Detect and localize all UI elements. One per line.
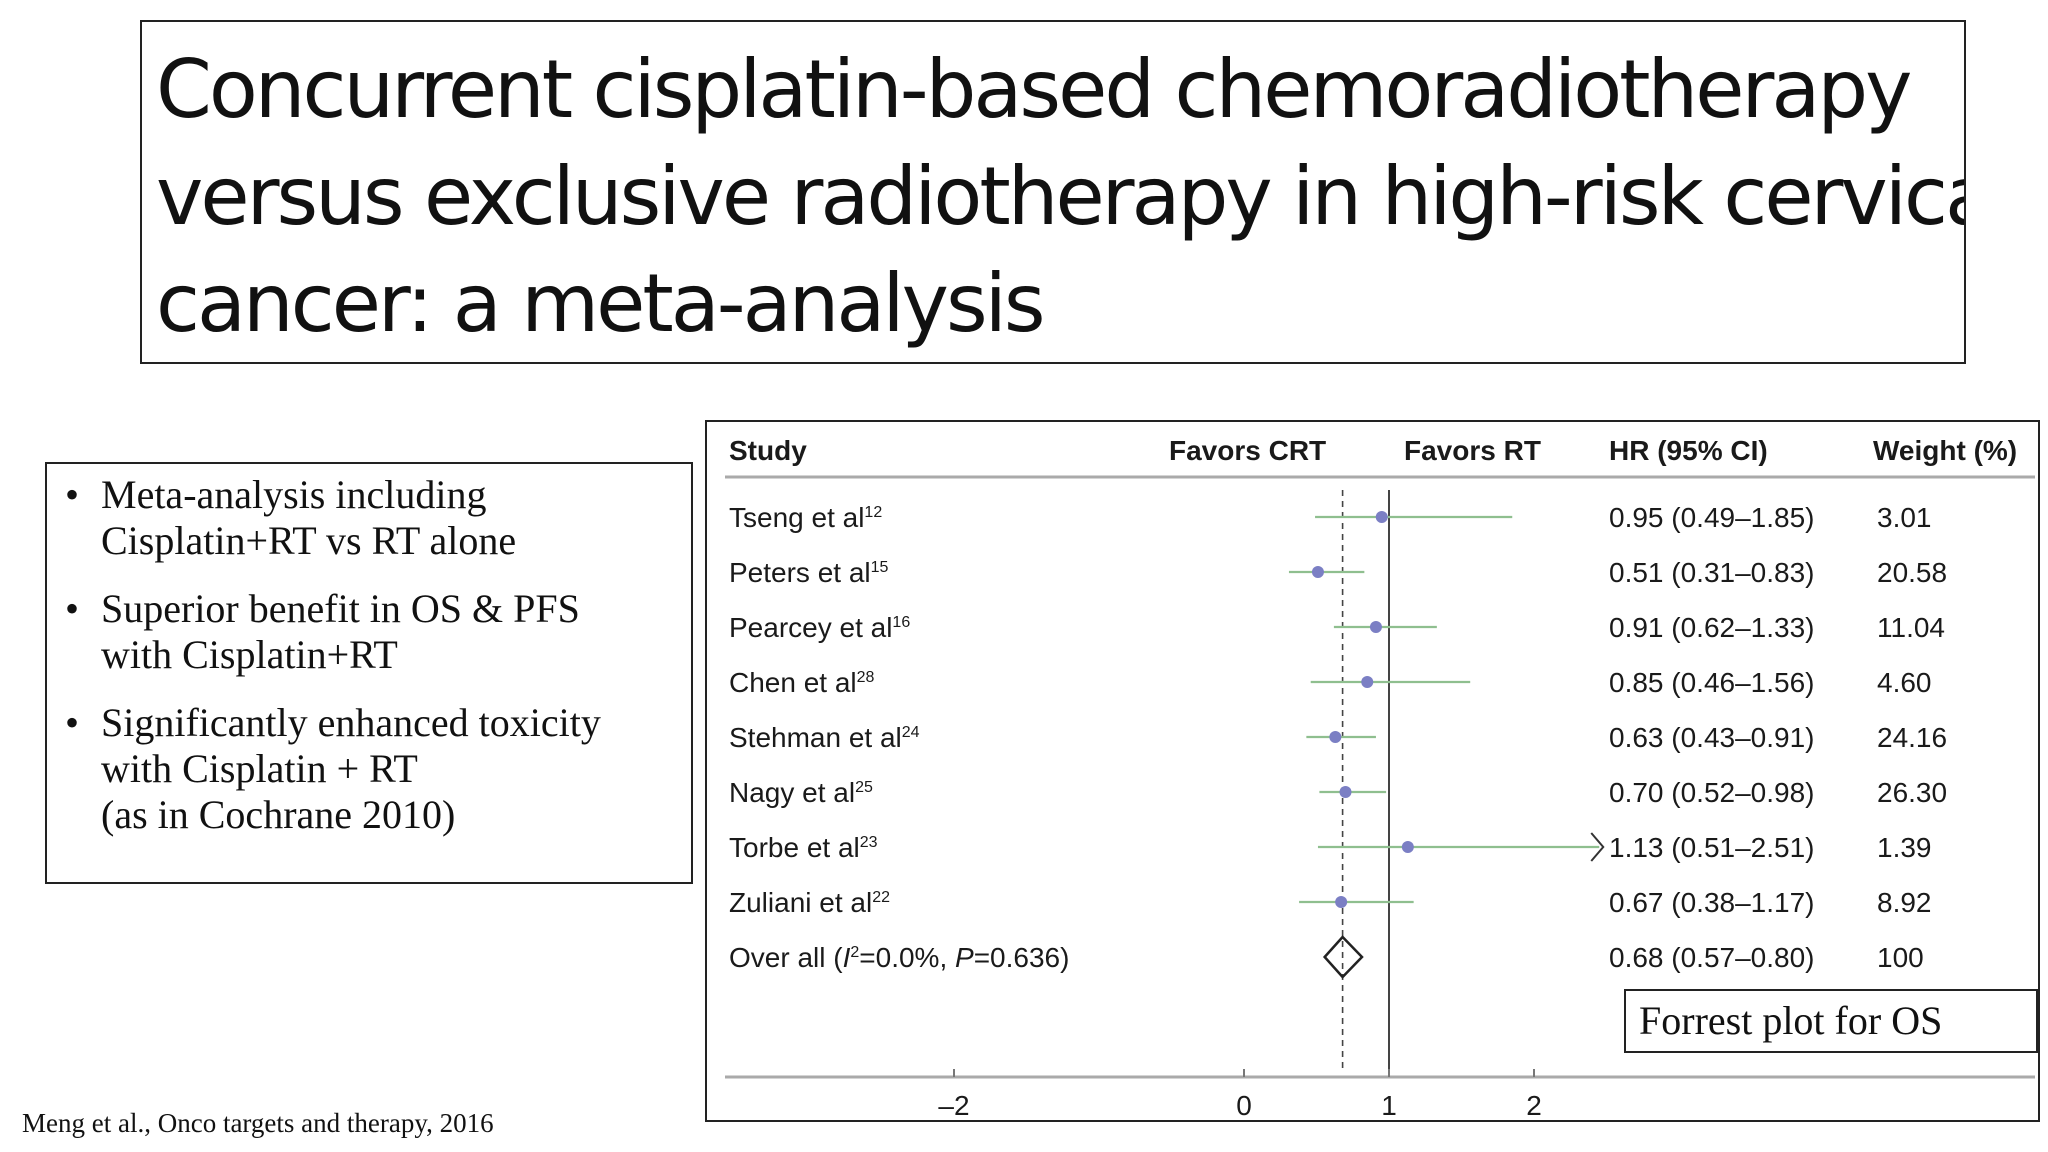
bullet-3-line-1: Significantly enhanced toxicity [101, 700, 601, 745]
overall-p-value: =0.636) [974, 942, 1070, 973]
x-tick-label: 0 [1236, 1090, 1252, 1121]
bullet-box: Meta-analysis including Cisplatin+RT vs … [45, 462, 693, 884]
title-line-3: cancer: a meta-analysis [156, 257, 1046, 350]
hr-value: 0.70 (0.52–0.98) [1609, 777, 1815, 808]
annotation-box [1624, 989, 2038, 1053]
overall-i-superscript: 2 [850, 944, 859, 961]
hr-value: 0.95 (0.49–1.85) [1609, 502, 1815, 533]
overall-hr-value: 0.68 (0.57–0.80) [1609, 942, 1815, 973]
hr-value: 0.67 (0.38–1.17) [1609, 887, 1815, 918]
overall-label: Over all (I2=0.0%, P=0.636) [729, 942, 1069, 973]
point-estimate [1369, 621, 1382, 633]
study-label: Nagy et al25 [729, 777, 873, 808]
bullet-item-1: Meta-analysis including Cisplatin+RT vs … [61, 472, 681, 564]
bullet-2-line-1: Superior benefit in OS & PFS [101, 586, 580, 631]
overall-diamond [1322, 935, 1364, 979]
study-ref-superscript: 23 [860, 834, 878, 851]
study-ref-superscript: 22 [872, 889, 890, 906]
overall-i-symbol: I [843, 942, 851, 973]
study-label: Zuliani et al22 [729, 887, 890, 918]
hr-value: 0.85 (0.46–1.56) [1609, 667, 1815, 698]
citation: Meng et al., Onco targets and therapy, 2… [22, 1108, 494, 1138]
study-ref-superscript: 25 [855, 779, 873, 796]
point-estimate [1329, 731, 1342, 743]
weight-value: 11.04 [1877, 612, 1945, 643]
bullet-item-3: Significantly enhanced toxicity with Cis… [61, 700, 681, 838]
study-ref-superscript: 12 [864, 504, 882, 521]
point-estimate [1401, 841, 1414, 853]
overall-i-value: =0.0%, [859, 942, 955, 973]
title-line-2: versus exclusive radiotherapy in high-ri… [156, 150, 1966, 243]
annotation-label: Forrest plot for OS [1639, 998, 1942, 1043]
weight-value: 4.60 [1877, 667, 1932, 698]
hr-value: 0.51 (0.31–0.83) [1609, 557, 1815, 588]
weight-value: 8.92 [1877, 887, 1932, 918]
study-label: Stehman et al24 [729, 722, 920, 753]
study-label: Chen et al28 [729, 667, 875, 698]
study-ref-superscript: 15 [871, 559, 889, 576]
point-estimate [1361, 676, 1374, 688]
header-favors-crt: Favors CRT [1169, 435, 1326, 466]
weight-value: 24.16 [1877, 722, 1947, 753]
bullet-list: Meta-analysis including Cisplatin+RT vs … [61, 472, 681, 838]
header-favors-rt: Favors RT [1404, 435, 1541, 466]
study-label: Peters et al15 [729, 557, 889, 588]
study-label: Pearcey et al16 [729, 612, 910, 643]
point-estimate [1335, 896, 1348, 908]
bullet-1-line-2: Cisplatin+RT vs RT alone [101, 518, 517, 563]
bullet-3-line-2: with Cisplatin + RT [101, 746, 418, 791]
overall-weight-value: 100 [1877, 942, 1924, 973]
overall-p-symbol: P [955, 942, 974, 973]
x-tick-label: –2 [938, 1090, 969, 1121]
header-study: Study [729, 435, 807, 466]
ci-arrow-icon [1590, 832, 1605, 862]
point-estimate [1375, 511, 1388, 523]
forest-plot: Study Favors CRT Favors RT HR (95% CI) Weigh… [725, 435, 2038, 1121]
hr-value: 1.13 (0.51–2.51) [1609, 832, 1815, 863]
weight-value: 26.30 [1877, 777, 1947, 808]
bullet-2-line-2: with Cisplatin+RT [101, 632, 398, 677]
point-estimate [1339, 786, 1352, 798]
study-label: Tseng et al12 [729, 502, 882, 533]
bullet-1-line-1: Meta-analysis including [101, 472, 487, 517]
header-hr: HR (95% CI) [1609, 435, 1768, 466]
bullet-3-line-3: (as in Cochrane 2010) [101, 792, 456, 837]
study-ref-superscript: 28 [857, 669, 875, 686]
weight-value: 20.58 [1877, 557, 1947, 588]
x-tick-label: 1 [1381, 1090, 1397, 1121]
study-ref-superscript: 16 [892, 614, 910, 631]
title-line-1: Concurrent cisplatin-based chemoradiothe… [156, 43, 1913, 136]
title-box: Concurrent cisplatin-based chemoradiothe… [140, 20, 1966, 364]
x-tick-label: 2 [1526, 1090, 1542, 1121]
bullet-item-2: Superior benefit in OS & PFS with Cispla… [61, 586, 681, 678]
weight-value: 3.01 [1877, 502, 1932, 533]
forest-plot-panel: Study Favors CRT Favors RT HR (95% CI) Weigh… [705, 420, 2040, 1122]
header-weight: Weight (%) [1873, 435, 2017, 466]
study-label: Torbe et al23 [729, 832, 878, 863]
hr-value: 0.91 (0.62–1.33) [1609, 612, 1815, 643]
hr-value: 0.63 (0.43–0.91) [1609, 722, 1815, 753]
study-ref-superscript: 24 [902, 724, 920, 741]
weight-value: 1.39 [1877, 832, 1932, 863]
point-estimate [1311, 566, 1324, 578]
